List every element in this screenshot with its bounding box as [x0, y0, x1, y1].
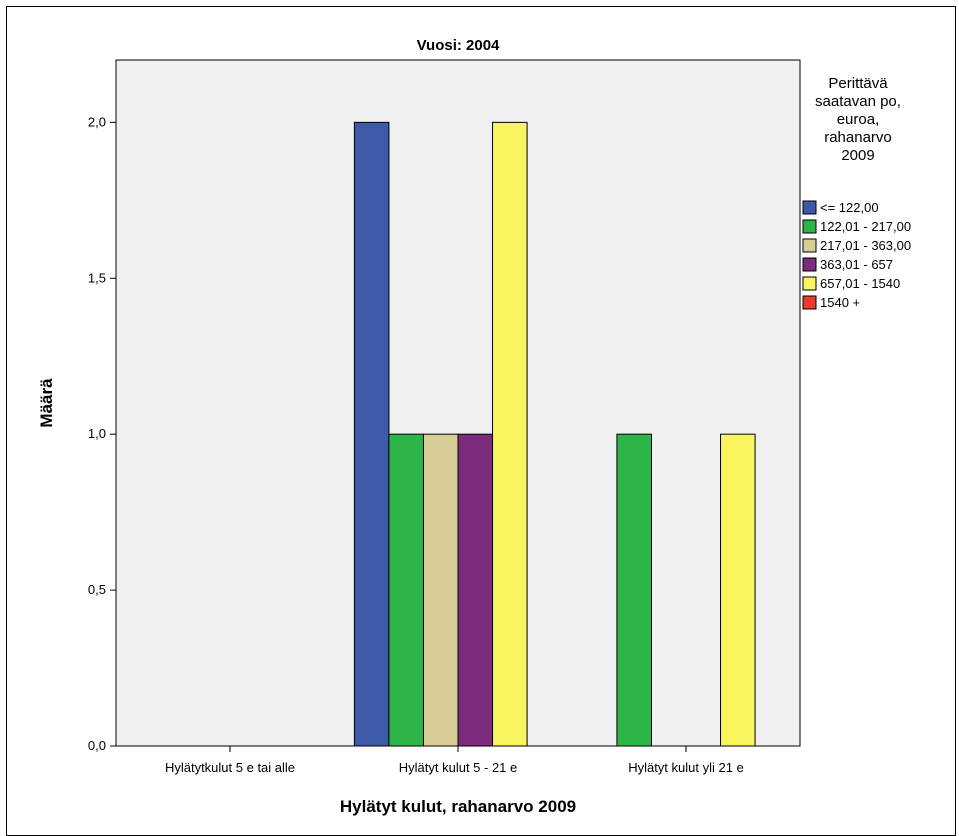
legend-swatch: [802, 238, 817, 253]
bar: [492, 121, 528, 747]
y-axis: 0,0 0,5 1,0 1,5 2,0: [88, 114, 116, 753]
legend-label: 217,01 - 363,00: [820, 238, 911, 253]
legend-swatch: [802, 257, 817, 272]
y-tick-label: 0,0: [88, 738, 106, 753]
bar: [422, 433, 459, 747]
legend-swatch: [802, 219, 817, 234]
x-tick-label: Hylätyt kulut 5 - 21 e: [399, 760, 518, 775]
legend-title-line: saatavan po,: [815, 93, 901, 110]
legend-title-line: Perittävä: [828, 75, 888, 92]
y-tick-label: 1,0: [88, 426, 106, 441]
x-tick-label: Hylätyt kulut yli 21 e: [628, 760, 744, 775]
bar: [720, 433, 756, 747]
bar: [457, 433, 494, 747]
legend-title-line: euroa,: [837, 111, 880, 128]
legend-label: <= 122,00: [820, 200, 879, 215]
y-tick-label: 0,5: [88, 582, 106, 597]
legend-swatch: [802, 200, 817, 215]
bar: [388, 433, 424, 747]
legend-title-line: rahanarvo: [824, 129, 892, 146]
legend-label: 122,01 - 217,00: [820, 219, 911, 234]
x-axis: Hylätytkulut 5 e tai alle Hylätyt kulut 5…: [165, 746, 744, 775]
legend-swatch: [802, 295, 817, 310]
x-axis-title: Hylätyt kulut, rahanarvo 2009: [340, 797, 576, 816]
legend-swatch: [802, 276, 817, 291]
y-axis-title: Määrä: [37, 378, 56, 428]
legend-title-line: 2009: [841, 147, 874, 164]
legend-label: 657,01 - 1540: [820, 276, 900, 291]
y-tick-label: 1,5: [88, 270, 106, 285]
legend-label: 363,01 - 657: [820, 257, 893, 272]
bar: [353, 121, 390, 747]
chart-title: Vuosi: 2004: [417, 37, 500, 54]
bars-layer: [353, 121, 756, 747]
legend-label: 1540 +: [820, 295, 860, 310]
x-tick-label: Hylätytkulut 5 e tai alle: [165, 760, 295, 775]
y-tick-label: 2,0: [88, 114, 106, 129]
bar: [616, 433, 652, 747]
